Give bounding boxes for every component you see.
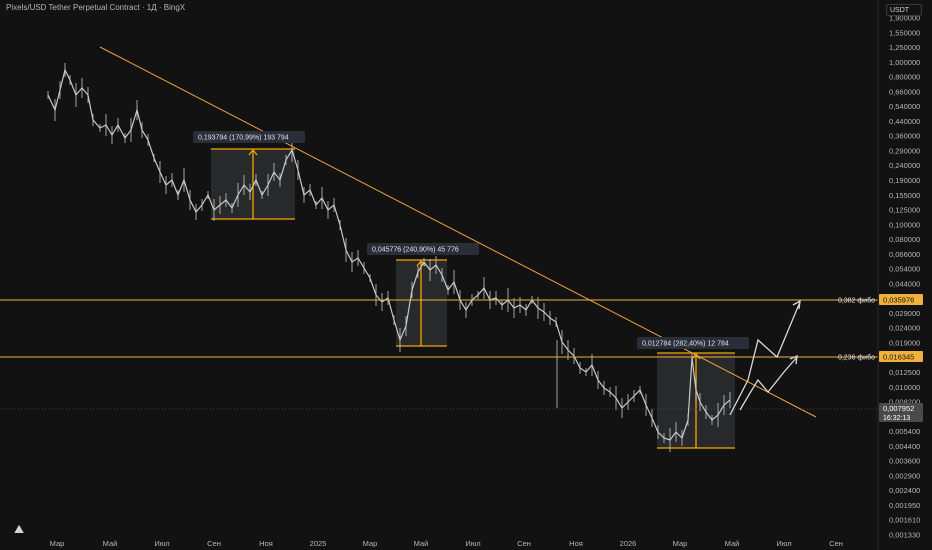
time-tick-label: Сен xyxy=(829,539,843,548)
price-tick-label: 0,190000 xyxy=(889,176,920,185)
price-tick-label: 0,290000 xyxy=(889,146,920,155)
price-tick-label: 0,540000 xyxy=(889,102,920,111)
price-tick-label: 0,080000 xyxy=(889,235,920,244)
price-tick-label: 0,008200 xyxy=(889,398,920,407)
time-tick-label: Мар xyxy=(673,539,688,548)
measure-arrowhead xyxy=(248,148,258,156)
measure-label-bg xyxy=(193,131,305,143)
price-tick-label: 0,066000 xyxy=(889,250,920,259)
price-tick-label: 0,240000 xyxy=(889,161,920,170)
projection-path xyxy=(729,299,801,416)
price-tick-label: 0,001610 xyxy=(889,516,920,525)
price-axis[interactable]: 1,900000 1,550000 1,250000 1,000000 0,800000… xyxy=(877,0,920,550)
price-tick-label: 1,250000 xyxy=(889,43,920,52)
time-tick-label: Ноя xyxy=(569,539,583,548)
price-tick-label: 0,012500 xyxy=(889,368,920,377)
fib-price-value: 0,016345 xyxy=(883,353,914,362)
chart-title: Pixels/USD Tether Perpetual Contract · 1… xyxy=(6,3,186,12)
price-tick-label: 0,004400 xyxy=(889,442,920,451)
price-tick-label: 0,440000 xyxy=(889,117,920,126)
fib-label: 0,236 фибо xyxy=(838,354,875,362)
fib-price-value: 0,035976 xyxy=(883,296,914,305)
measure-label: 0,012784 (282,40%) 12 784 xyxy=(637,337,749,349)
price-tick-label: 0,019000 xyxy=(889,338,920,347)
fib-label: 0,382 фибо xyxy=(838,297,875,305)
time-tick-label: Май xyxy=(414,539,429,548)
time-tick-label: Мар xyxy=(363,539,378,548)
price-tick-label: 0,024000 xyxy=(889,324,920,333)
annotations: 0,193794 (170,99%) 193 794 0,045776 (240,… xyxy=(193,131,923,422)
measure-label: 0,045776 (240,90%) 45 776 xyxy=(367,243,479,255)
time-tick-label: 2026 xyxy=(620,539,637,548)
measure-label-text: 0,012784 (282,40%) 12 784 xyxy=(642,341,729,348)
time-tick-label: Июл xyxy=(776,539,791,548)
price-tick-label: 0,010000 xyxy=(889,383,920,392)
downtrend-line xyxy=(99,46,817,418)
price-tick-label: 0,002900 xyxy=(889,471,920,480)
tradingview-logo-icon[interactable]: ⛰ xyxy=(14,522,25,536)
time-tick-label: 2025 xyxy=(310,539,327,548)
price-tick-label: 0,029000 xyxy=(889,309,920,318)
measure-label-text: 0,045776 (240,90%) 45 776 xyxy=(372,247,459,254)
time-tick-label: Сен xyxy=(207,539,221,548)
price-tick-label: 0,360000 xyxy=(889,132,920,141)
time-tick-label: Июл xyxy=(465,539,480,548)
current-price-tag xyxy=(879,403,923,422)
time-tick-label: Июл xyxy=(154,539,169,548)
currency-selector[interactable]: USDT xyxy=(886,4,922,16)
time-tick-label: Май xyxy=(103,539,118,548)
price-tick-label: 0,100000 xyxy=(889,220,920,229)
projection-arrowhead xyxy=(789,354,798,365)
measure-label-bg xyxy=(637,337,749,349)
measure-label-bg xyxy=(367,243,479,255)
price-tick-label: 0,660000 xyxy=(889,87,920,96)
price-tick-label: 0,001330 xyxy=(889,531,920,540)
price-tick-label: 1,900000 xyxy=(889,14,920,23)
measure-label: 0,193794 (170,99%) 193 794 xyxy=(193,131,305,143)
countdown-timer: 16:32:13 xyxy=(883,415,910,422)
price-tick-label: 0,005400 xyxy=(889,427,920,436)
time-tick-label: Май xyxy=(725,539,740,548)
price-tick-label: 0,800000 xyxy=(889,73,920,82)
time-axis[interactable]: Мар Май Июл Сен Ноя 2025 Мар Май Июл Сен Ноя 2026 Ма… xyxy=(50,539,843,548)
time-tick-label: Мар xyxy=(50,539,65,548)
current-price-value: 0,007952 xyxy=(883,404,914,413)
price-series xyxy=(47,63,731,452)
price-tick-label: 0,001950 xyxy=(889,501,920,510)
price-line xyxy=(47,68,731,441)
projection-path-upper xyxy=(729,301,801,416)
price-tick-label: 0,003600 xyxy=(889,457,920,466)
price-tick-label: 1,550000 xyxy=(889,28,920,37)
measure-label-text: 0,193794 (170,99%) 193 794 xyxy=(198,135,289,142)
price-tick-label: 1,000000 xyxy=(889,58,920,67)
projection-path-lower xyxy=(739,356,798,411)
time-tick-label: Сен xyxy=(517,539,531,548)
price-tick-label: 0,125000 xyxy=(889,206,920,215)
price-tick-label: 0,155000 xyxy=(889,191,920,200)
price-tick-label: 0,054000 xyxy=(889,265,920,274)
time-tick-label: Ноя xyxy=(259,539,273,548)
projection-arrowhead xyxy=(792,299,801,310)
price-tick-label: 0,044000 xyxy=(889,279,920,288)
fib-price-tag xyxy=(879,294,923,305)
price-tick-label: 0,002400 xyxy=(889,486,920,495)
fib-price-tag xyxy=(879,351,923,362)
trend-lines xyxy=(0,46,878,418)
